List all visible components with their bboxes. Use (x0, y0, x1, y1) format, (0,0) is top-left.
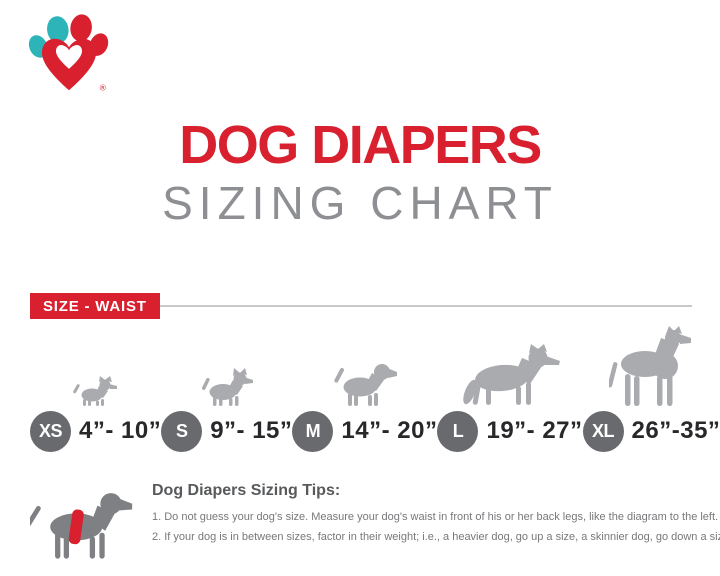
red-diaper-band (68, 509, 84, 545)
chihuahua-dog-icon (72, 376, 117, 406)
size-label-xl: XL 26”-35” (582, 410, 720, 452)
size-label-s: S 9”- 15” (161, 410, 292, 452)
tips-heading: Dog Diapers Sizing Tips: (152, 482, 341, 499)
page-subtitle: SIZING CHART (162, 177, 558, 229)
size-label-l: L 19”- 27” (437, 410, 582, 452)
sizing-tip-2: 2. If your dog is in between sizes, fact… (152, 530, 720, 543)
dog-box-m (332, 330, 398, 406)
size-range-l: 19”- 27” (486, 417, 583, 444)
size-group-l: L 19”- 27” (437, 330, 582, 452)
size-group-xs: XS 4”- 10” (30, 330, 161, 452)
beagle-dog-icon (334, 364, 397, 406)
size-waist-chip: SIZE - WAIST (30, 293, 160, 319)
great-dane-dog-icon (609, 326, 692, 406)
size-badge-xl: XL (582, 410, 624, 452)
paw-toe-inner-right (70, 14, 92, 42)
size-chart-row: XS 4”- 10” (30, 326, 720, 452)
size-badge-l: L (437, 410, 479, 452)
tips-text-block: Dog Diapers Sizing Tips: 1. Do not guess… (152, 478, 720, 548)
terrier-dog-icon (201, 368, 253, 406)
dog-box-s (199, 330, 255, 406)
size-badge-xs: XS (30, 410, 71, 452)
size-range-s: 9”- 15” (210, 417, 293, 444)
dog-box-l (458, 330, 562, 406)
size-group-xl: XL 26”-35” (582, 326, 720, 452)
paw-heart-cutout (55, 44, 83, 69)
size-range-xs: 4”- 10” (79, 417, 162, 444)
registered-trademark: ® (100, 82, 107, 92)
german-shepherd-dog-icon (463, 344, 560, 405)
dog-box-xs (72, 330, 119, 406)
size-badge-s: S (161, 410, 203, 452)
size-label-xs: XS 4”- 10” (30, 410, 161, 452)
sizing-tip-1: 1. Do not guess your dog's size. Measure… (152, 511, 719, 523)
size-range-xl: 26”-35” (631, 417, 720, 444)
size-group-m: M 14”- 20” (292, 330, 437, 452)
page-title: DOG DIAPERS (179, 115, 542, 175)
tips-section: Dog Diapers Sizing Tips: 1. Do not guess… (30, 478, 720, 562)
size-group-s: S 9”- 15” (161, 330, 292, 452)
header-rule-line (159, 305, 692, 307)
size-badge-m: M (292, 410, 334, 452)
paw-heart-logo-icon: ® (28, 14, 109, 92)
dog-with-red-diaper-icon (30, 493, 133, 559)
size-label-m: M 14”- 20” (292, 410, 437, 452)
dog-box-xl (609, 326, 693, 406)
paw-toe-inner-left (47, 16, 69, 44)
title-block: DOG DIAPERS SIZING CHART (0, 118, 720, 226)
size-range-m: 14”- 20” (341, 417, 438, 444)
section-header-row: SIZE - WAIST (30, 293, 692, 319)
